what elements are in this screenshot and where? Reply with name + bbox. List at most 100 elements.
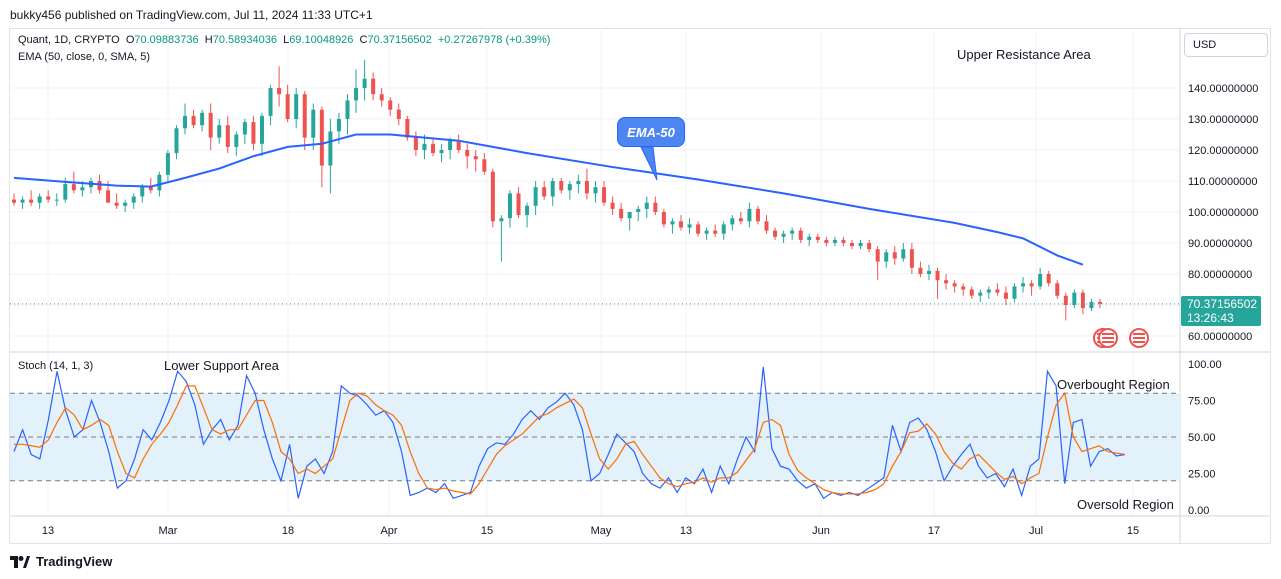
stoch-d-line — [14, 385, 1126, 495]
candle-body — [909, 249, 914, 268]
time-axis-tick: 18 — [282, 525, 294, 537]
price-legend: Quant, 1D, CRYPTO O70.09883736 H70.58934… — [18, 34, 550, 46]
candle-body — [165, 153, 170, 175]
stoch-axis-tick: 0.00 — [1188, 505, 1209, 517]
candle-body — [413, 137, 418, 150]
candle-body — [969, 289, 974, 296]
candle-body — [661, 212, 666, 225]
candle-body — [584, 181, 589, 194]
candle-body — [148, 187, 153, 191]
close-label: C — [359, 34, 368, 46]
symbol-label[interactable]: Quant, 1D, CRYPTO — [18, 34, 120, 46]
close-value: 70.37156502 — [367, 34, 432, 46]
candle-body — [516, 193, 521, 216]
candle-body — [439, 150, 444, 154]
candle-body — [328, 131, 333, 166]
candle-body — [815, 236, 820, 240]
publisher-line: bukky456 published on TradingView.com, J… — [10, 8, 373, 22]
time-axis-tick: 17 — [928, 525, 940, 537]
candle-body — [20, 199, 25, 203]
candle-body — [405, 119, 410, 138]
price-axis-tick: 80.00000000 — [1188, 269, 1252, 281]
candle-body — [678, 221, 683, 228]
candle-body — [12, 199, 16, 203]
candle-body — [490, 171, 495, 222]
candle-body — [1089, 301, 1094, 309]
candle-body — [926, 270, 931, 274]
time-axis-tick: Jun — [812, 525, 830, 537]
candle-body — [191, 115, 196, 126]
tradingview-logo[interactable]: TradingView — [10, 554, 112, 569]
candle-body — [422, 143, 427, 150]
candle-body — [704, 230, 709, 234]
price-axis-tick: 140.00000000 — [1188, 83, 1258, 95]
candle-body — [465, 150, 470, 157]
candle-body — [362, 78, 367, 88]
candle-body — [986, 289, 991, 293]
candle-body — [268, 88, 273, 116]
candle-body — [542, 187, 547, 197]
candle-body — [644, 202, 649, 209]
candle-body — [473, 156, 478, 160]
last-price-value: 70.37156502 — [1187, 297, 1258, 311]
candle-body — [798, 230, 803, 240]
candle-body — [396, 109, 401, 119]
stoch-legend[interactable]: Stoch (14, 1, 3) — [18, 360, 94, 372]
ema-callout-pointer — [640, 146, 658, 181]
candle-body — [29, 199, 34, 203]
candle-body — [884, 252, 889, 262]
lower-support-annotation: Lower Support Area — [164, 358, 279, 373]
candle-body — [1072, 292, 1077, 305]
candle-body — [294, 94, 299, 119]
ema-legend[interactable]: EMA (50, close, 0, SMA, 5) — [18, 51, 151, 63]
price-axis-tick: 130.00000000 — [1188, 114, 1258, 126]
candle-body — [302, 94, 307, 138]
price-axis-tick: 90.00000000 — [1188, 238, 1252, 250]
candle-body — [576, 181, 581, 185]
candle-body — [559, 181, 564, 191]
candle-body — [1046, 274, 1051, 284]
candle-body — [140, 187, 145, 197]
time-axis-tick: 13 — [42, 525, 54, 537]
time-axis-tick: May — [591, 525, 612, 537]
time-axis-tick: Jul — [1029, 525, 1043, 537]
time-axis-tick: 13 — [680, 525, 692, 537]
candle-body — [499, 218, 504, 222]
candle-body — [935, 270, 940, 281]
candle-body — [550, 181, 555, 197]
candle-body — [448, 140, 453, 150]
candle-body — [747, 208, 752, 222]
candle-body — [824, 239, 829, 243]
change-value: +0.27267978 (+0.39%) — [437, 34, 551, 46]
event-flag-stripe — [1133, 333, 1145, 335]
stoch-axis-tick: 75.00 — [1188, 396, 1216, 408]
candle-body — [217, 125, 222, 138]
time-axis-tick: Mar — [159, 525, 178, 537]
candle-body — [567, 184, 572, 191]
candle-body — [183, 115, 188, 129]
event-flag-stripe — [1133, 337, 1145, 339]
countdown-value: 13:26:43 — [1187, 311, 1234, 325]
candle-body — [696, 224, 701, 234]
time-axis-tick: 15 — [481, 525, 493, 537]
candle-body — [1055, 283, 1060, 296]
candle-body — [1098, 301, 1102, 304]
candle-body — [721, 224, 726, 234]
candle-body — [482, 159, 487, 172]
candle-body — [978, 292, 983, 296]
candle-body — [858, 243, 863, 247]
candle-body — [773, 230, 778, 237]
candle-body — [790, 230, 795, 234]
time-axis-tick: 15 — [1127, 525, 1139, 537]
currency-button[interactable]: USD — [1184, 33, 1268, 57]
stoch-k-line — [13, 366, 1126, 500]
candle-body — [730, 218, 735, 225]
candle-body — [1080, 292, 1085, 309]
candle-body — [653, 202, 658, 212]
candle-body — [619, 208, 624, 219]
candle-body — [875, 249, 880, 262]
candle-body — [319, 109, 324, 166]
candle-body — [687, 224, 692, 228]
candle-body — [97, 181, 102, 191]
